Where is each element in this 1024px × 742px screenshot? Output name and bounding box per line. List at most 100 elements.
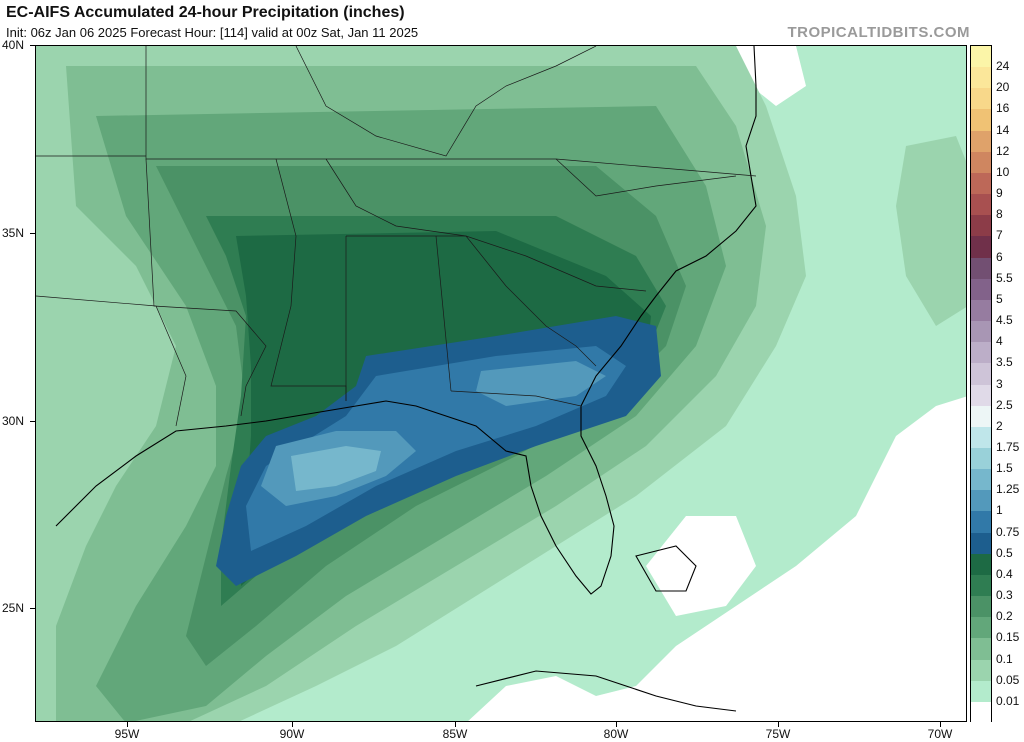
legend-label: 5.5 (996, 270, 1013, 285)
coastlines (55, 46, 757, 712)
legend-label: 9 (996, 186, 1003, 201)
legend-label: 4.5 (996, 313, 1013, 328)
precip-field-atlantic (896, 136, 966, 326)
legend-label: 20 (996, 80, 1010, 95)
state-line-2 (145, 158, 267, 417)
legend-label: 1.75 (996, 439, 1020, 454)
legend-swatch (971, 638, 991, 661)
legend-swatch (971, 130, 991, 153)
legend-label: 3.5 (996, 355, 1013, 370)
state-line-1 (145, 46, 757, 177)
legend-swatch (971, 109, 991, 132)
legend-swatch (971, 532, 991, 555)
legend-label: 4 (996, 334, 1003, 349)
lon-label-70w: 70W (927, 727, 953, 741)
precip-field-1-25 (291, 446, 381, 491)
legend-label: 1.5 (996, 461, 1013, 476)
lon-label-95w: 95W (114, 727, 140, 741)
legend-label: 0.01 (996, 693, 1020, 708)
legend-swatch (971, 469, 991, 491)
legend-label: 0.05 (996, 672, 1020, 687)
lon-tick-75w (778, 722, 779, 727)
state-line-7 (325, 158, 467, 237)
lat-label-25n: 25N (2, 601, 25, 615)
legend-label: 14 (996, 122, 1010, 137)
map-subtitle: Init: 06z Jan 06 2025 Forecast Hour: [11… (6, 25, 419, 40)
lat-tick-30n (30, 421, 35, 422)
legend-swatch (971, 215, 991, 237)
lon-tick-85w (455, 722, 456, 727)
lon-label-80w: 80W (603, 727, 629, 741)
legend-label: 0.2 (996, 609, 1013, 624)
legend-label: 5 (996, 291, 1003, 306)
state-line-6 (465, 235, 597, 367)
watermark: TROPICALTIDBITS.COM (787, 24, 970, 41)
state-line-8 (555, 158, 737, 197)
lat-tick-25n (30, 608, 35, 609)
legend-label: 7 (996, 228, 1003, 243)
legend-swatch (971, 151, 991, 174)
legend-swatch (971, 278, 991, 301)
map-title: EC-AIFS Accumulated 24-hour Precipitatio… (6, 4, 405, 21)
state-line-4 (345, 235, 647, 401)
legend-swatch (971, 342, 991, 364)
no-precip-area-south (468, 396, 966, 721)
state-borders (36, 46, 757, 427)
legend-swatch (971, 194, 991, 216)
legend-swatch (971, 257, 991, 280)
cuba-outline (475, 670, 737, 712)
lon-label-85w: 85W (442, 727, 468, 741)
legend-swatch (971, 490, 991, 512)
legend-swatch (971, 405, 991, 428)
legend-label: 0.15 (996, 630, 1020, 645)
legend-swatch (971, 88, 991, 110)
legend-label: 0.75 (996, 524, 1020, 539)
bahamas-outline (635, 545, 697, 592)
state-line-10 (36, 155, 187, 427)
legend-label: 16 (996, 101, 1010, 116)
lon-tick-80w (616, 722, 617, 727)
legend-label: 24 (996, 59, 1010, 74)
legend-label: 1.25 (996, 482, 1020, 497)
legend-swatch (971, 553, 991, 576)
no-precip-area-northeast (736, 46, 806, 106)
legend-label: 2 (996, 418, 1003, 433)
lon-label-90w: 90W (279, 727, 305, 741)
legend-swatch (971, 299, 991, 322)
lon-tick-90w (292, 722, 293, 727)
lat-tick-35n (30, 233, 35, 234)
lat-label-40n: 40N (2, 38, 25, 52)
legend-swatch (971, 172, 991, 195)
legend-label: 0.4 (996, 566, 1013, 581)
lon-label-75w: 75W (765, 727, 791, 741)
legend-swatch (971, 596, 991, 618)
legend-swatch (971, 321, 991, 343)
legend-label: 0.5 (996, 545, 1013, 560)
legend-swatch (971, 659, 991, 682)
precip-field-1-0-east (476, 361, 606, 406)
lat-label-30n: 30N (2, 414, 25, 428)
legend-swatch (971, 384, 991, 407)
state-line-5 (450, 390, 582, 407)
legend-label: 2.5 (996, 397, 1013, 412)
legend-label: 10 (996, 164, 1010, 179)
lat-label-35n: 35N (2, 226, 25, 240)
precipitation-map-svg (36, 46, 966, 721)
legend-swatch-none (971, 701, 991, 723)
lat-tick-40n (30, 45, 35, 46)
legend-swatch (971, 574, 991, 597)
us-coastline (55, 46, 757, 595)
legend-label: 3 (996, 376, 1003, 391)
legend-swatch (971, 67, 991, 89)
legend-colorbar (970, 45, 992, 723)
legend-label: 12 (996, 143, 1010, 158)
legend-swatch (971, 511, 991, 534)
legend-label: 0.3 (996, 588, 1013, 603)
legend-swatch (971, 46, 991, 68)
legend-swatch (971, 236, 991, 259)
legend-label: 0.1 (996, 651, 1013, 666)
state-line-9 (295, 46, 597, 157)
legend-label: 6 (996, 249, 1003, 264)
legend-swatch (971, 617, 991, 639)
precipitation-map (35, 45, 967, 722)
